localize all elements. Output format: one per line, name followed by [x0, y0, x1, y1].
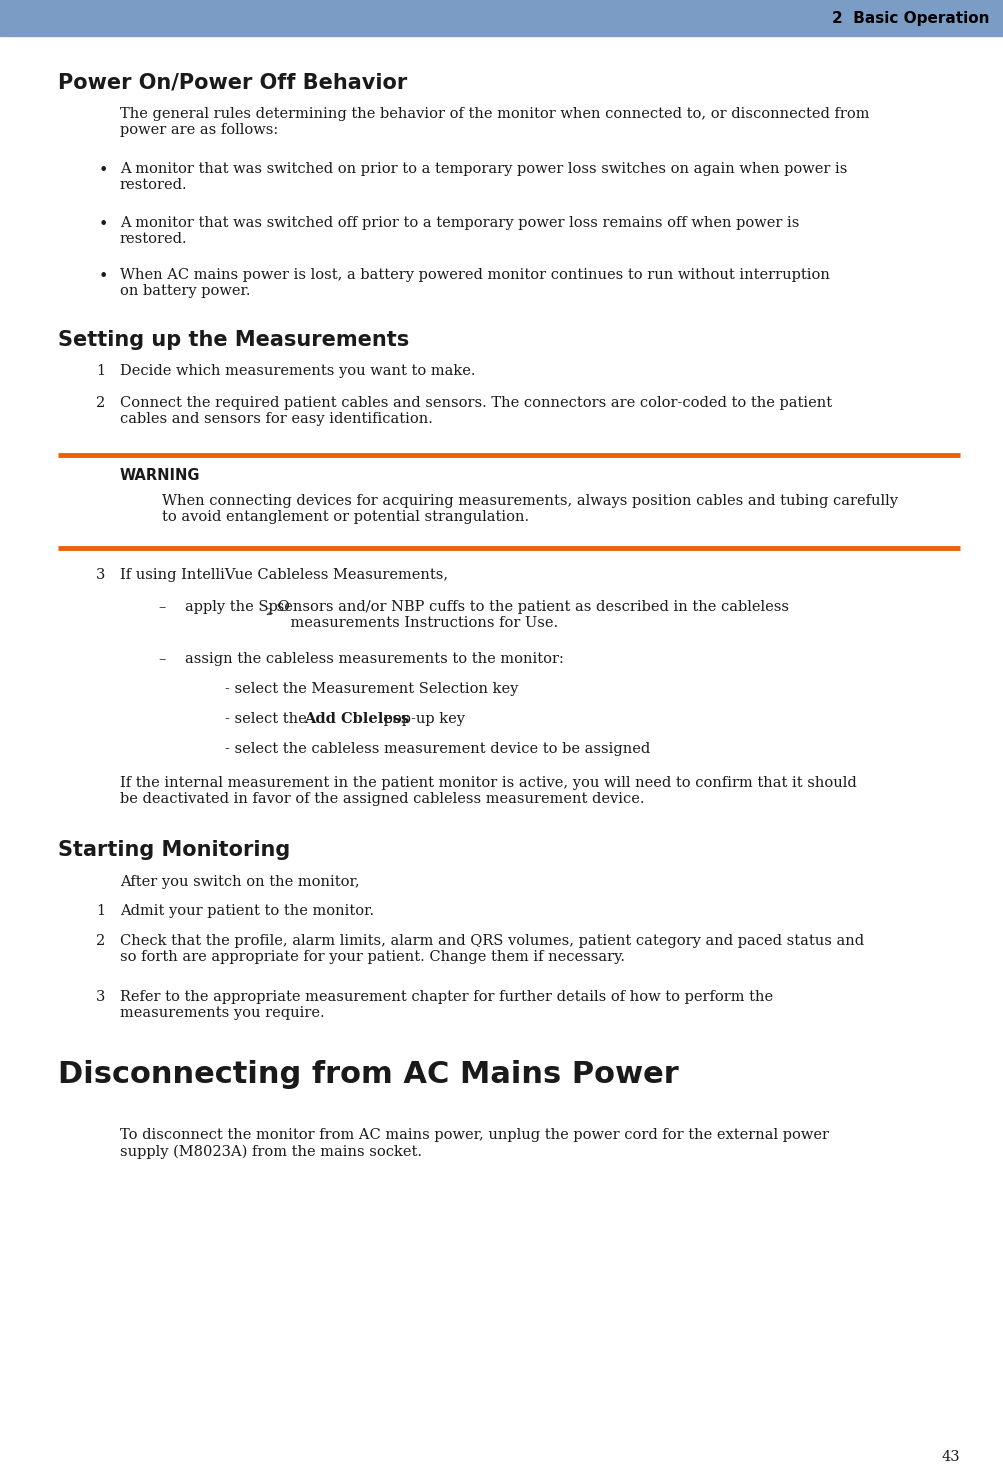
Text: When AC mains power is lost, a battery powered monitor continues to run without : When AC mains power is lost, a battery p… [120, 269, 829, 298]
Text: 1: 1 [96, 365, 105, 378]
Bar [0, 0, 1003, 35]
Text: A monitor that was switched off prior to a temporary power loss remains off when: A monitor that was switched off prior to… [120, 215, 798, 246]
Text: WARNING: WARNING [120, 468, 201, 483]
Text: - select the: - select the [225, 711, 311, 726]
Text: Setting up the Measurements: Setting up the Measurements [58, 331, 409, 350]
Text: 2: 2 [96, 934, 105, 948]
Text: –: – [157, 652, 165, 666]
Text: 2: 2 [96, 396, 105, 410]
Text: - select the cableless measurement device to be assigned: - select the cableless measurement devic… [225, 742, 650, 756]
Text: apply the SpO: apply the SpO [185, 601, 290, 614]
Text: - select the Measurement Selection key: - select the Measurement Selection key [225, 682, 518, 697]
Text: 43: 43 [941, 1449, 959, 1464]
Text: Add Cbleless: Add Cbleless [304, 711, 409, 726]
Text: 3: 3 [96, 568, 105, 582]
Text: Connect the required patient cables and sensors. The connectors are color-coded : Connect the required patient cables and … [120, 396, 831, 427]
Text: 3: 3 [96, 990, 105, 1004]
Text: Starting Monitoring: Starting Monitoring [58, 840, 290, 861]
Text: The general rules determining the behavior of the monitor when connected to, or : The general rules determining the behavi… [120, 106, 869, 137]
Text: When connecting devices for acquiring measurements, always position cables and t: When connecting devices for acquiring me… [161, 494, 897, 524]
Text: Disconnecting from AC Mains Power: Disconnecting from AC Mains Power [58, 1060, 678, 1089]
Text: 1: 1 [96, 903, 105, 918]
Text: •: • [99, 269, 108, 285]
Text: To disconnect the monitor from AC mains power, unplug the power cord for the ext: To disconnect the monitor from AC mains … [120, 1128, 828, 1159]
Text: sensors and/or NBP cuffs to the patient as described in the cableless
    measur: sensors and/or NBP cuffs to the patient … [272, 601, 788, 630]
Text: If the internal measurement in the patient monitor is active, you will need to c: If the internal measurement in the patie… [120, 776, 856, 806]
Text: Decide which measurements you want to make.: Decide which measurements you want to ma… [120, 365, 475, 378]
Text: pop-up key: pop-up key [378, 711, 464, 726]
Text: After you switch on the monitor,: After you switch on the monitor, [120, 875, 359, 889]
Text: •: • [99, 215, 108, 233]
Text: Refer to the appropriate measurement chapter for further details of how to perfo: Refer to the appropriate measurement cha… [120, 990, 772, 1020]
Text: Admit your patient to the monitor.: Admit your patient to the monitor. [120, 903, 374, 918]
Text: Power On/Power Off Behavior: Power On/Power Off Behavior [58, 72, 407, 92]
Text: Check that the profile, alarm limits, alarm and QRS volumes, patient category an: Check that the profile, alarm limits, al… [120, 934, 864, 964]
Text: •: • [99, 162, 108, 179]
Text: –: – [157, 601, 165, 614]
Text: 2: 2 [265, 608, 272, 617]
Text: A monitor that was switched on prior to a temporary power loss switches on again: A monitor that was switched on prior to … [120, 162, 847, 192]
Text: 2  Basic Operation: 2 Basic Operation [831, 10, 989, 25]
Text: If using IntelliVue Cableless Measurements,: If using IntelliVue Cableless Measuremen… [120, 568, 447, 582]
Text: assign the cableless measurements to the monitor:: assign the cableless measurements to the… [185, 652, 564, 666]
